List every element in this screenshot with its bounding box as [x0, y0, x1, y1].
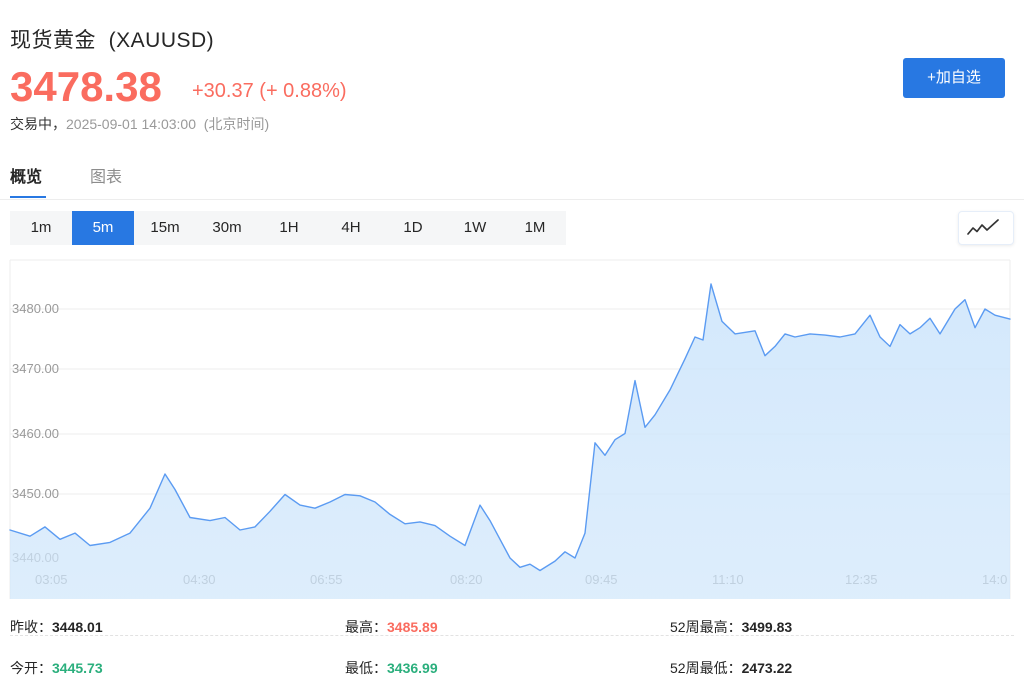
svg-text:3460.00: 3460.00 — [12, 426, 59, 441]
svg-text:3480.00: 3480.00 — [12, 301, 59, 316]
svg-text:3450.00: 3450.00 — [12, 486, 59, 501]
svg-text:3470.00: 3470.00 — [12, 361, 59, 376]
